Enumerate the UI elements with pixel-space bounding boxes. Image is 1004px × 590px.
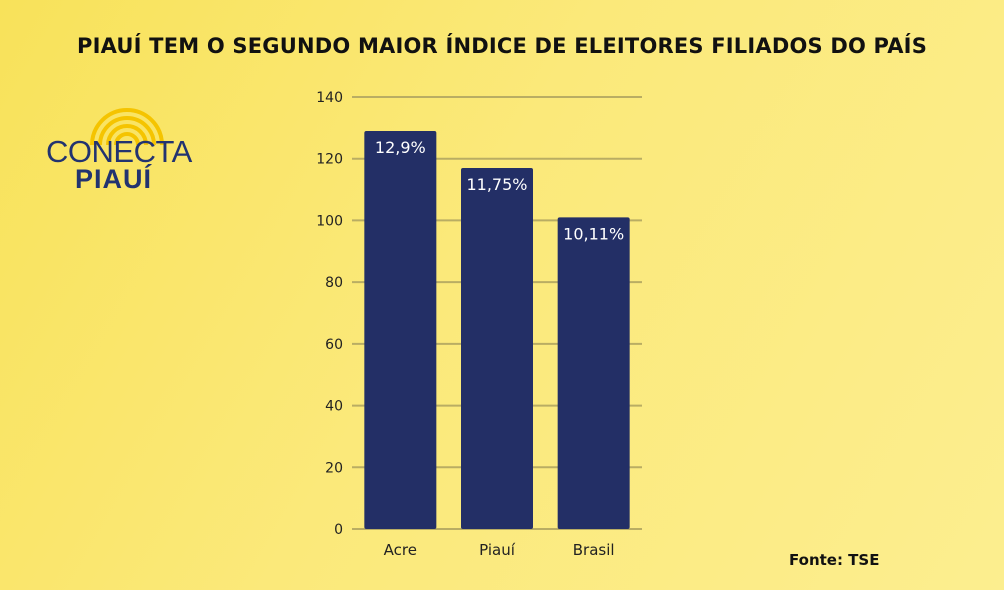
data-label: 11,75%	[466, 175, 527, 194]
y-tick-label: 80	[325, 275, 343, 291]
bar-brasil	[557, 217, 630, 530]
y-tick-label: 20	[325, 460, 343, 476]
y-tick-label: 120	[316, 152, 343, 168]
y-tick-label: 140	[316, 90, 343, 106]
bar-piauí	[461, 167, 533, 529]
chart-title: PIAUÍ TEM O SEGUNDO MAIOR ÍNDICE DE ELEI…	[76, 34, 928, 58]
source-note: Fonte: TSE	[789, 551, 880, 569]
x-tick-label: Piauí	[479, 541, 516, 559]
y-tick-label: 100	[316, 213, 343, 229]
logo-line1: CONECTA	[46, 134, 192, 169]
data-label: 10,11%	[563, 224, 624, 243]
data-label: 12,9%	[375, 138, 426, 157]
y-tick-label: 60	[325, 337, 343, 353]
bar-acre	[364, 130, 437, 529]
brand-logo: CONECTA PIAUÍ	[42, 100, 202, 200]
x-tick-label: Acre	[384, 541, 417, 559]
y-tick-label: 0	[334, 522, 343, 538]
sunburst-icon	[90, 108, 164, 146]
logo-line2: PIAUÍ	[75, 164, 153, 194]
y-tick-label: 40	[325, 399, 343, 415]
x-tick-label: Brasil	[573, 541, 615, 559]
